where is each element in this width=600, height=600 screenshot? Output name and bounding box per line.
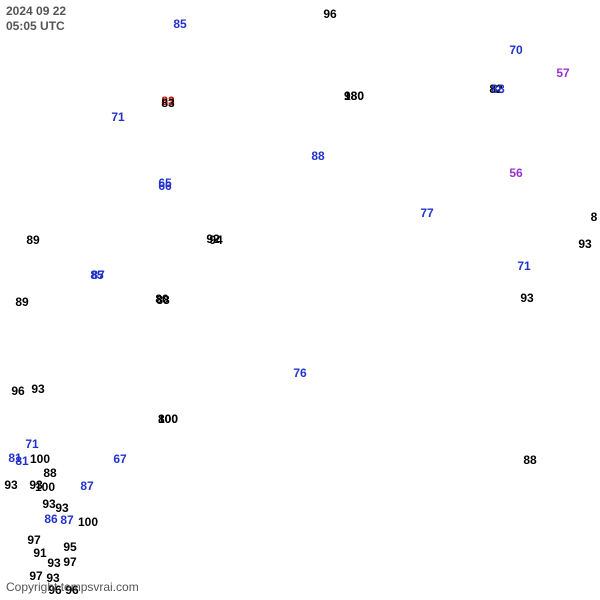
data-point: 100 (78, 516, 98, 528)
data-point: 89 (26, 234, 39, 246)
timestamp-line1: 2024 09 22 (6, 4, 66, 18)
data-point: 57 (556, 67, 569, 79)
data-point: 77 (420, 207, 433, 219)
data-point: 87 (91, 269, 104, 281)
data-point: 96 (323, 8, 336, 20)
data-point: 93 (42, 498, 55, 510)
data-point: 83 (161, 97, 174, 109)
data-point: 93 (578, 238, 591, 250)
plot-canvas: 2024 09 22 05:05 UTC 8596705782888383711… (0, 0, 600, 600)
data-point: 76 (293, 367, 306, 379)
data-point: 85 (173, 18, 186, 30)
data-point: 88 (523, 454, 536, 466)
data-point: 97 (63, 556, 76, 568)
data-point: 81 (15, 455, 28, 467)
data-point: 70 (509, 44, 522, 56)
data-point: 87 (60, 514, 73, 526)
copyright: Copyright tempsvrai.com (6, 580, 139, 594)
data-point: 71 (517, 260, 530, 272)
data-point: 93 (4, 479, 17, 491)
data-point: 88 (156, 294, 169, 306)
data-point: 100 (30, 453, 50, 465)
data-point: 8 (591, 211, 598, 223)
data-point: 86 (44, 513, 57, 525)
data-point: 93 (47, 557, 60, 569)
data-point: 96 (11, 385, 24, 397)
data-point: 91 (33, 547, 46, 559)
data-point: 88 (311, 150, 324, 162)
data-point: 800 (158, 413, 178, 425)
timestamp: 2024 09 22 05:05 UTC (6, 4, 66, 34)
data-point: 71 (25, 438, 38, 450)
data-point: 88 (43, 467, 56, 479)
data-point: 67 (113, 453, 126, 465)
data-point: 94 (209, 234, 222, 246)
data-point: 980 (344, 90, 364, 102)
data-point: 89 (15, 296, 28, 308)
data-point: 93 (31, 383, 44, 395)
data-point: 93 (520, 292, 533, 304)
data-point: 71 (111, 111, 124, 123)
data-point: 87 (80, 480, 93, 492)
data-point: 95 (63, 541, 76, 553)
data-point: 97 (27, 534, 40, 546)
data-point: 56 (509, 167, 522, 179)
data-point: 66 (158, 180, 171, 192)
data-point: 88 (491, 83, 504, 95)
data-point: 100 (35, 481, 55, 493)
timestamp-line2: 05:05 UTC (6, 19, 65, 33)
